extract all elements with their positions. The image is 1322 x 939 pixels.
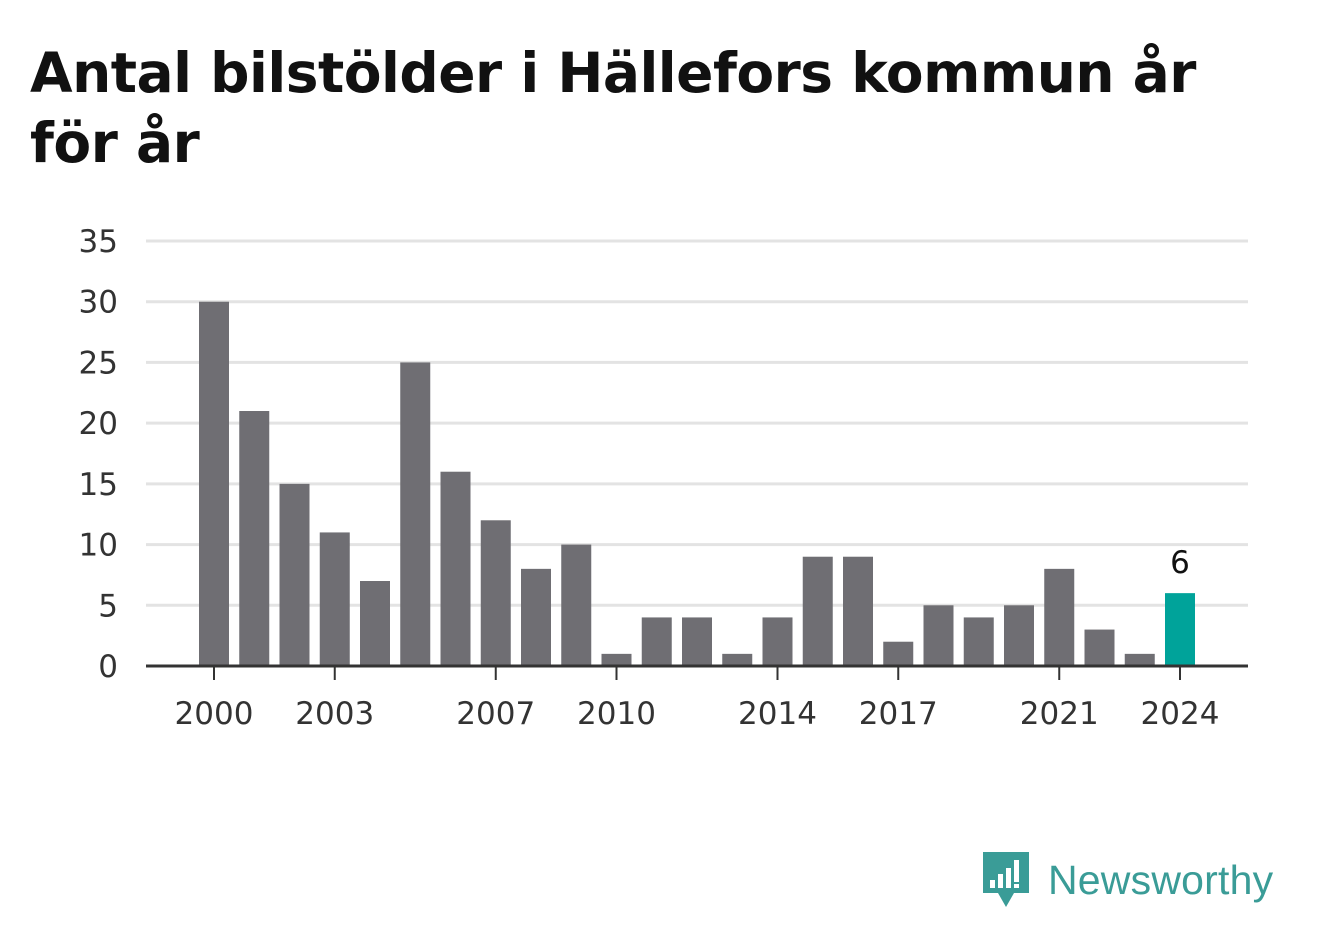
bar-2012 <box>682 617 712 666</box>
bar-2007 <box>480 520 511 666</box>
y-tick-label-25: 25 <box>79 345 118 381</box>
x-tick-label-2014: 2014 <box>738 696 817 732</box>
grid-lines <box>146 239 1248 607</box>
x-tick-label-2021: 2021 <box>1020 696 1099 732</box>
bar-2003 <box>319 532 350 666</box>
y-axis-ticks: 0 5 10 15 20 25 30 35 <box>79 224 118 685</box>
bar-2015 <box>802 556 833 666</box>
bar-2017 <box>883 641 914 666</box>
data-label-2024: 6 <box>1170 545 1190 581</box>
bar-2001 <box>239 411 270 666</box>
bar-2019 <box>963 617 994 666</box>
bar-2011 <box>641 617 672 666</box>
newsworthy-logo-icon <box>983 852 1029 907</box>
x-tick-label-2010: 2010 <box>577 696 656 732</box>
x-tick-label-2003: 2003 <box>295 696 374 732</box>
y-tick-label-30: 30 <box>79 285 118 321</box>
x-tick-label-2000: 2000 <box>175 696 254 732</box>
bar-2013 <box>722 653 753 666</box>
bar-2002 <box>279 483 310 666</box>
bar-2022 <box>1084 629 1115 666</box>
bars <box>146 301 1248 668</box>
bar-2018 <box>923 605 954 666</box>
y-tick-label-20: 20 <box>79 406 118 442</box>
bar-2020 <box>1004 605 1034 666</box>
brand-logo: Newsworthy <box>980 848 1273 912</box>
bar-2023 <box>1124 653 1155 666</box>
bar-2000 <box>199 301 229 666</box>
bar-2016 <box>843 556 873 666</box>
bar-2006 <box>440 471 471 666</box>
x-axis-ticks: 2000 2003 2007 2010 2014 2017 2021 2024 <box>175 666 1220 732</box>
bar-2009 <box>561 544 592 666</box>
bar-2008 <box>521 568 551 666</box>
bar-2010 <box>601 653 632 666</box>
bar-2014 <box>762 617 793 666</box>
y-tick-label-5: 5 <box>98 588 118 624</box>
y-tick-label-35: 35 <box>79 224 118 260</box>
bar-2021 <box>1044 568 1075 666</box>
x-tick-label-2007: 2007 <box>456 696 535 732</box>
bar-2004 <box>360 581 390 666</box>
bar-2005 <box>400 362 431 666</box>
data-labels: 6 <box>1170 545 1190 581</box>
chart-title: Antal bilstölder i Hällefors kommun år f… <box>30 41 1196 175</box>
y-tick-label-0: 0 <box>98 649 118 685</box>
y-tick-label-10: 10 <box>79 528 118 564</box>
x-tick-label-2024: 2024 <box>1141 696 1220 732</box>
y-tick-label-15: 15 <box>79 467 118 503</box>
bar-2024 <box>1165 593 1195 666</box>
brand-name: Newsworthy <box>1048 856 1274 903</box>
x-tick-label-2017: 2017 <box>859 696 938 732</box>
